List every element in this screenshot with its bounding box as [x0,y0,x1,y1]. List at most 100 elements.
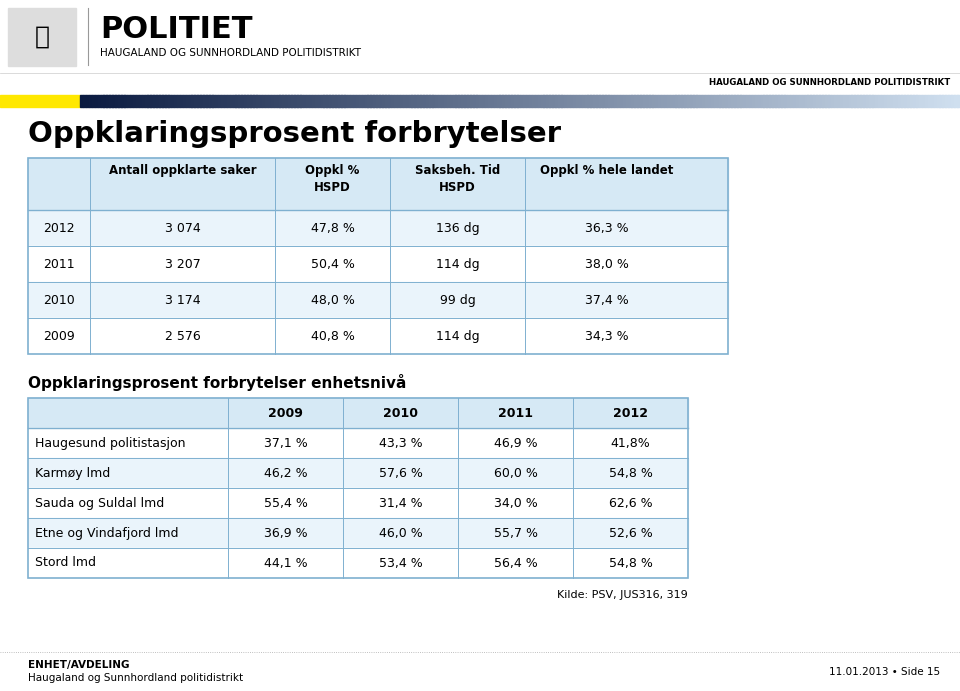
Bar [596,95,600,107]
Text: 114 dg: 114 dg [436,258,479,270]
Bar [626,95,629,107]
Bar [857,95,861,107]
Bar [632,95,635,107]
Bar [132,95,136,107]
Bar [426,95,429,107]
Bar [828,95,831,107]
Bar [265,95,268,107]
Bar [854,95,858,107]
Bar [285,95,289,107]
Bar [543,95,547,107]
Bar [444,95,447,107]
Bar [80,95,84,107]
Text: Etne og Vindafjord lmd: Etne og Vindafjord lmd [35,527,179,540]
Bar [907,95,911,107]
Bar [555,95,559,107]
Bar [593,95,597,107]
Bar [807,95,811,107]
Bar [757,95,761,107]
Bar [740,95,743,107]
Bar [620,95,623,107]
Bar [338,95,342,107]
Text: 52,6 %: 52,6 % [609,527,653,540]
Text: 2009: 2009 [43,330,75,343]
Bar [212,95,215,107]
Bar [660,95,664,107]
Bar [441,95,444,107]
Bar [816,95,820,107]
Bar [279,95,283,107]
Bar [28,246,728,282]
Text: 57,6 %: 57,6 % [378,466,422,480]
Bar [291,95,295,107]
Bar [687,95,690,107]
Bar [523,95,526,107]
Bar [930,95,934,107]
Bar [28,158,728,210]
Bar [535,95,539,107]
Text: 40,8 %: 40,8 % [311,330,354,343]
Text: 3 207: 3 207 [164,258,201,270]
Bar [104,95,107,107]
Bar [611,95,614,107]
Bar [0,0,960,75]
Bar [349,95,353,107]
Bar [409,95,412,107]
Bar [546,95,550,107]
Bar [248,95,251,107]
Text: 46,2 %: 46,2 % [264,466,307,480]
Bar [227,95,230,107]
Bar [297,95,300,107]
Text: 43,3 %: 43,3 % [378,437,422,450]
Bar [702,95,706,107]
Text: 46,9 %: 46,9 % [493,437,538,450]
Bar [455,95,459,107]
Bar [473,95,476,107]
Bar [253,95,256,107]
Text: 11.01.2013 • Side 15: 11.01.2013 • Side 15 [828,667,940,677]
Bar [244,95,248,107]
Text: Haugaland og Sunnhordland politidistrikt: Haugaland og Sunnhordland politidistrikt [28,673,243,683]
Bar [608,95,612,107]
Bar [341,95,345,107]
Bar [799,95,803,107]
Bar [726,95,729,107]
Text: HAUGALAND OG SUNNHORDLAND POLITIDISTRIKT: HAUGALAND OG SUNNHORDLAND POLITIDISTRIKT [708,78,950,87]
Bar [752,95,756,107]
Bar [124,95,128,107]
Bar [191,95,195,107]
Bar [819,95,823,107]
Bar [224,95,228,107]
Bar [616,95,620,107]
Bar [772,95,776,107]
Bar [344,95,348,107]
Text: 2011: 2011 [498,406,533,419]
Bar [218,95,222,107]
Text: 🦁: 🦁 [35,25,50,49]
Bar [159,95,162,107]
Text: 2012: 2012 [43,222,75,234]
Bar [101,95,104,107]
Text: 60,0 %: 60,0 % [493,466,538,480]
Bar [446,95,450,107]
Bar [561,95,564,107]
Bar [922,95,925,107]
Bar [312,95,315,107]
Bar [722,95,726,107]
Bar [887,95,890,107]
Text: 56,4 %: 56,4 % [493,556,538,569]
Bar [769,95,773,107]
Text: Oppklaringsprosent forbrytelser enhetsnivå: Oppklaringsprosent forbrytelser enhetsni… [28,374,406,391]
Bar [901,95,904,107]
Bar [629,95,632,107]
Bar [729,95,732,107]
Bar [95,95,98,107]
Bar [482,95,486,107]
Text: 3 074: 3 074 [164,222,201,234]
Text: POLITIET: POLITIET [100,15,252,44]
Text: 36,9 %: 36,9 % [264,527,307,540]
Bar [28,318,728,354]
Bar [429,95,433,107]
Bar [359,95,362,107]
Text: 54,8 %: 54,8 % [609,466,653,480]
